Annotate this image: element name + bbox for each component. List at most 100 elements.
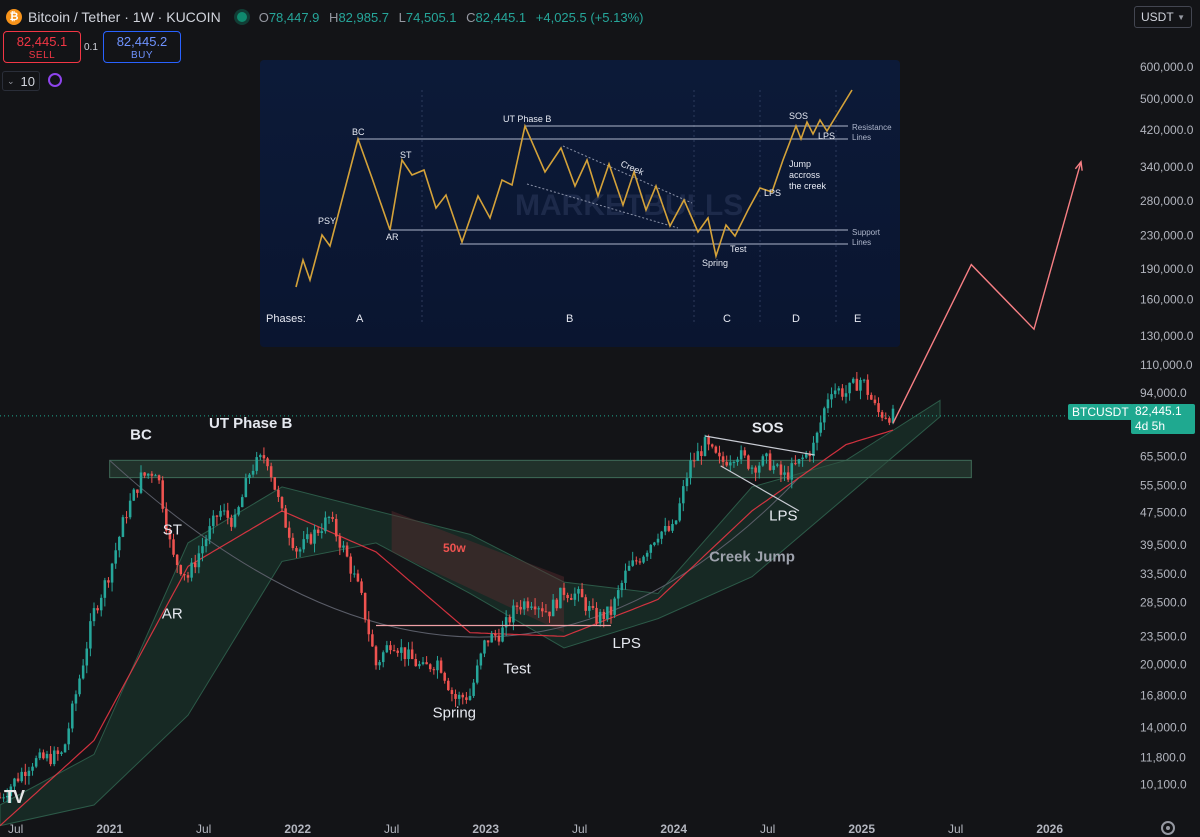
- sell-button[interactable]: 82,445.1 SELL: [3, 31, 81, 63]
- candle: [31, 762, 34, 776]
- y-tick-label: 65,500.0: [1140, 449, 1187, 463]
- candle: [490, 630, 493, 643]
- y-tick-label: 14,000.0: [1140, 720, 1187, 734]
- settings-icon[interactable]: [1161, 821, 1175, 835]
- candle: [24, 763, 27, 785]
- candle: [595, 602, 598, 626]
- x-tick-label: Jul: [948, 822, 963, 836]
- chart-annotation: ST: [163, 521, 182, 538]
- candle: [374, 645, 378, 670]
- loop-icon[interactable]: [48, 73, 62, 87]
- candle: [5, 788, 9, 803]
- candle: [718, 445, 721, 464]
- candle: [772, 460, 775, 474]
- chart-annotation: LPS: [769, 507, 797, 524]
- y-tick-label: 420,000.0: [1140, 123, 1194, 137]
- candle: [533, 598, 537, 615]
- candle: [353, 565, 356, 578]
- currency-selector[interactable]: USDT ▼: [1134, 6, 1192, 28]
- inset-label-sos: SOS: [789, 111, 808, 121]
- candle: [378, 659, 381, 670]
- candle: [179, 564, 183, 576]
- candle: [306, 527, 309, 543]
- candle: [710, 443, 714, 449]
- candle: [154, 473, 157, 477]
- candle: [9, 784, 13, 803]
- candle: [841, 384, 844, 401]
- candle: [548, 611, 551, 623]
- y-tick-label: 28,500.0: [1140, 595, 1187, 609]
- candle: [562, 582, 566, 601]
- candle: [812, 436, 815, 463]
- x-tick-label: 2024: [660, 822, 687, 836]
- y-tick-label: 23,500.0: [1140, 629, 1187, 643]
- candle: [880, 409, 884, 422]
- candle: [302, 531, 305, 553]
- candle: [327, 515, 331, 524]
- candle: [284, 504, 287, 528]
- x-tick-label: Jul: [196, 822, 211, 836]
- candle: [74, 690, 78, 712]
- chevron-down-icon: ▼: [1177, 12, 1185, 22]
- candle: [504, 610, 508, 636]
- candle: [248, 473, 251, 484]
- candle: [645, 550, 649, 562]
- candle: [598, 608, 602, 627]
- candle: [428, 663, 432, 673]
- candle: [42, 749, 45, 760]
- ichimoku-cloud: [0, 399, 941, 827]
- candle: [479, 652, 483, 670]
- chart-annotation: Test: [503, 661, 531, 678]
- market-status-icon: [236, 12, 247, 22]
- inset-phase-a: A: [356, 313, 364, 325]
- candle: [588, 600, 591, 618]
- candle: [212, 510, 215, 534]
- candle: [193, 554, 197, 574]
- candle: [201, 537, 204, 562]
- candle: [855, 371, 859, 391]
- inset-resistance-label-1: Resistance: [852, 123, 892, 132]
- y-tick-label: 16,800.0: [1140, 688, 1187, 702]
- quantity-selector[interactable]: ⌄ 10: [2, 71, 40, 91]
- candle: [671, 519, 674, 534]
- y-tick-label: 11,800.0: [1140, 750, 1186, 764]
- y-tick-label: 110,000.0: [1140, 358, 1193, 372]
- sell-label: SELL: [28, 50, 56, 61]
- candle: [667, 520, 671, 533]
- wyckoff-schematic-inset: MARKETBULLS PSY BC ST AR UT Phase B Cree…: [260, 60, 900, 347]
- projection-path: [892, 161, 1082, 424]
- tradingview-logo-icon[interactable]: TV: [4, 787, 25, 807]
- candle: [407, 642, 410, 666]
- symbol-header: ₿ Bitcoin / Tether · 1W · KUCOIN O78,447…: [6, 6, 643, 28]
- candle: [436, 655, 439, 679]
- candle: [222, 503, 226, 516]
- candle: [49, 745, 52, 767]
- candle: [551, 593, 555, 617]
- symbol-title[interactable]: Bitcoin / Tether · 1W · KUCOIN: [28, 9, 221, 25]
- candle: [421, 657, 425, 666]
- candle: [324, 511, 327, 534]
- candle: [494, 629, 497, 641]
- candle: [577, 586, 580, 602]
- inset-label-test: Test: [730, 244, 747, 254]
- buy-button[interactable]: 82,445.2 BUY: [103, 31, 181, 63]
- cup-curve: [109, 459, 800, 638]
- candle: [866, 374, 869, 400]
- candle: [0, 792, 2, 799]
- candle: [150, 471, 154, 483]
- candle: [877, 397, 880, 417]
- y-tick-label: 55,500.0: [1140, 478, 1187, 492]
- candle: [27, 766, 31, 785]
- candle: [692, 452, 696, 468]
- candle: [360, 578, 363, 596]
- candle: [85, 641, 89, 674]
- candle: [367, 611, 371, 642]
- candle: [60, 751, 63, 756]
- candle: [483, 639, 486, 658]
- y-tick-label: 94,000.0: [1140, 386, 1187, 400]
- x-tick-label: Jul: [572, 822, 587, 836]
- candle: [689, 452, 692, 485]
- candle: [230, 514, 233, 531]
- candle: [52, 746, 56, 767]
